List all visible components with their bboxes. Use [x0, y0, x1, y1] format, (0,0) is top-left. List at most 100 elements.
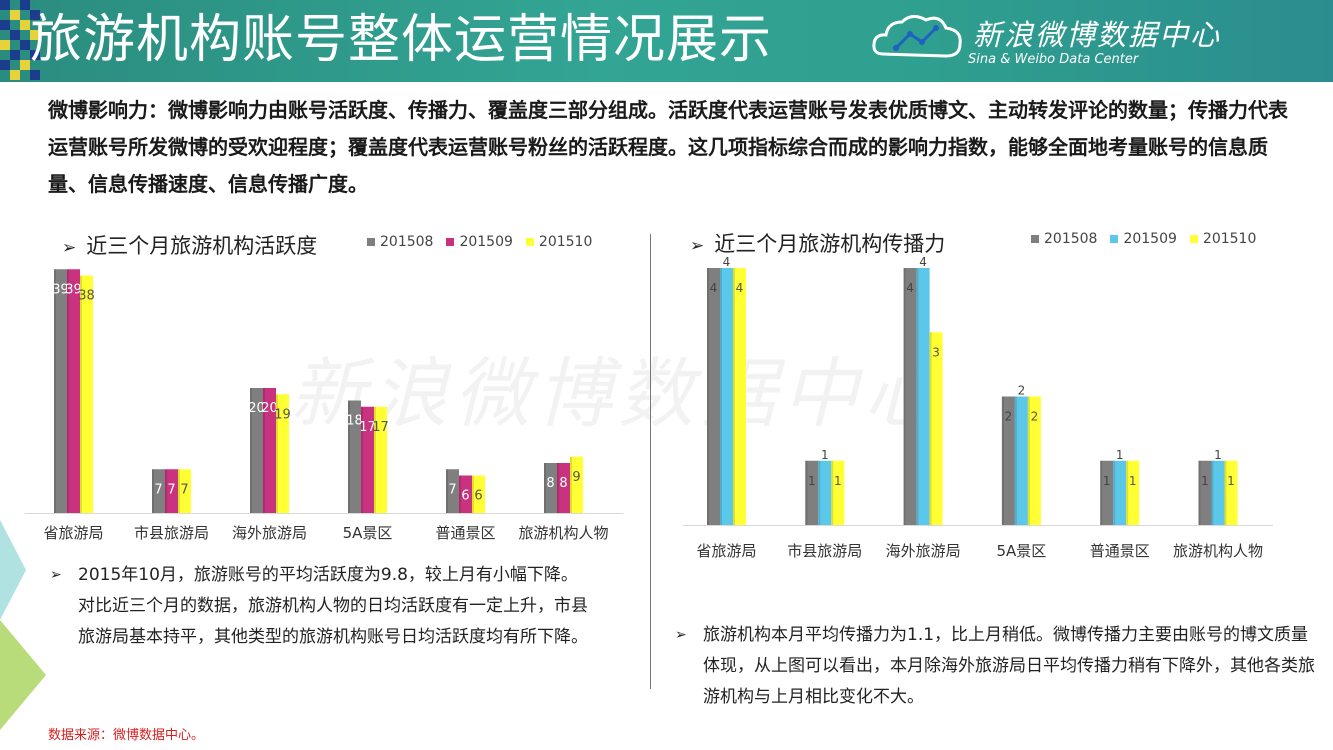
- right-summary-text: 旅游机构本月平均传播力为1.1，比上月稍低。微博传播力主要由账号的博文质量体现，…: [703, 625, 1315, 707]
- bar: [818, 460, 832, 525]
- bar-shade: [446, 469, 448, 513]
- data-label: 17: [372, 420, 389, 435]
- chart2-title-text: 近三个月旅游机构传播力: [714, 232, 946, 256]
- bar: [916, 268, 930, 525]
- bar-shade: [929, 332, 932, 525]
- bar: [1027, 396, 1041, 525]
- bar-shade: [152, 469, 154, 513]
- data-label: 39: [52, 282, 69, 297]
- bar: [54, 269, 67, 513]
- sina-weibo-logo: 新浪微博数据中心 Sina & Weibo Data Center: [868, 4, 1328, 78]
- bar-shade: [805, 460, 808, 525]
- bar: [720, 268, 733, 525]
- bar-shade: [1113, 460, 1116, 525]
- bar: [178, 469, 191, 513]
- left-summary: ➢ 2015年10月，旅游账号的平均活跃度为9.8，较上月有小幅下降。对比近三个…: [50, 560, 590, 653]
- data-label: 2: [1018, 384, 1026, 398]
- bar: [544, 463, 557, 513]
- bar-shade: [831, 460, 834, 525]
- bar-shade: [570, 456, 572, 513]
- bar: [374, 406, 387, 513]
- data-label: 1: [1214, 448, 1222, 462]
- bar-shade: [1198, 460, 1201, 525]
- data-label: 9: [572, 470, 580, 485]
- legend-swatch: [525, 238, 534, 246]
- data-label: 4: [906, 281, 914, 295]
- bar-shade: [1001, 396, 1004, 525]
- chart2-plot: 444省旅游局111市县旅游局443海外旅游局2225A景区111普通景区111…: [683, 255, 1273, 560]
- data-label: 20: [261, 401, 278, 416]
- data-label: 7: [448, 482, 456, 497]
- data-label: 1: [834, 474, 842, 488]
- data-source-note: 数据来源：微博数据中心。: [48, 728, 205, 743]
- intro-text: 微博影响力由账号活跃度、传播力、覆盖度三部分组成。活跃度代表运营账号发表优质博文…: [48, 98, 1288, 196]
- bar-shade: [557, 463, 559, 513]
- legend-label: 201510: [538, 234, 593, 250]
- data-label: 4: [710, 281, 718, 295]
- data-label: 38: [78, 289, 95, 304]
- legend-label: 201509: [1123, 231, 1177, 247]
- data-label: 7: [180, 482, 188, 497]
- data-label: 17: [359, 420, 376, 435]
- chart1-legend-item: 201510: [525, 234, 593, 250]
- bar: [361, 406, 374, 513]
- bar-shade: [459, 475, 461, 513]
- chart2-legend-item: 201510: [1189, 231, 1257, 247]
- x-tick-label: 市县旅游局: [134, 524, 209, 542]
- bar: [1113, 460, 1127, 525]
- chart1-legend-item: 201509: [446, 234, 513, 250]
- bar: [1014, 396, 1028, 525]
- bar-shade: [1027, 396, 1030, 525]
- bar-shade: [818, 460, 821, 525]
- chevron-right-icon: ➢: [50, 567, 62, 583]
- data-label: 8: [559, 476, 567, 491]
- bar-shade: [80, 275, 82, 513]
- data-label: 4: [919, 255, 927, 269]
- data-label: 3: [932, 345, 940, 359]
- x-tick-label: 市县旅游局: [787, 542, 862, 560]
- checker-pattern: [0, 0, 40, 80]
- bar-shade: [1211, 460, 1214, 525]
- bar: [1224, 460, 1238, 525]
- data-label: 18: [346, 414, 363, 429]
- intro-term: 微博影响力：: [48, 98, 168, 122]
- bar-shade: [1014, 396, 1017, 525]
- legend-swatch: [367, 238, 375, 246]
- legend-swatch: [1110, 235, 1119, 243]
- bar-shade: [916, 268, 919, 525]
- chart1-legend: 201508 201509 201510: [367, 234, 592, 250]
- legend-label: 201508: [1044, 231, 1098, 247]
- data-label: 2: [1031, 410, 1039, 424]
- bar: [80, 275, 93, 513]
- data-label: 1: [808, 474, 816, 488]
- header-banner: 旅游机构账号整体运营情况展示 新浪微博数据中心 Sina & Weibo Dat…: [0, 0, 1333, 82]
- bar: [165, 469, 178, 513]
- legend-swatch: [446, 238, 455, 246]
- bar: [250, 388, 263, 513]
- chart2-title: ➢ 近三个月旅游机构传播力: [690, 228, 945, 258]
- data-label: 19: [274, 407, 291, 422]
- data-label: 39: [65, 282, 82, 297]
- data-label: 1: [1116, 448, 1124, 462]
- decor-triangle-cyan: [0, 520, 26, 620]
- bar-shade: [374, 406, 376, 513]
- bar-shade: [1100, 460, 1103, 525]
- bar: [570, 456, 583, 513]
- legend-label: 201510: [1202, 231, 1257, 247]
- bar-shade: [348, 400, 350, 513]
- data-label: 7: [167, 482, 175, 497]
- logo-main-text: 新浪微博数据中心: [973, 18, 1222, 52]
- bar-shade: [1224, 460, 1227, 525]
- chart1-legend-item: 201508: [367, 234, 433, 250]
- bar-shade: [472, 475, 474, 513]
- bar: [1126, 460, 1140, 525]
- x-tick-label: 省旅游局: [43, 524, 103, 542]
- bar-shade: [544, 463, 546, 513]
- data-label: 6: [474, 489, 482, 504]
- x-tick-label: 5A景区: [343, 524, 393, 542]
- data-label: 1: [1227, 474, 1235, 488]
- right-summary: ➢ 旅游机构本月平均传播力为1.1，比上月稍低。微博传播力主要由账号的博文质量体…: [675, 620, 1315, 713]
- bar: [903, 268, 917, 525]
- chart1-title-text: 近三个月旅游机构活跃度: [86, 234, 318, 258]
